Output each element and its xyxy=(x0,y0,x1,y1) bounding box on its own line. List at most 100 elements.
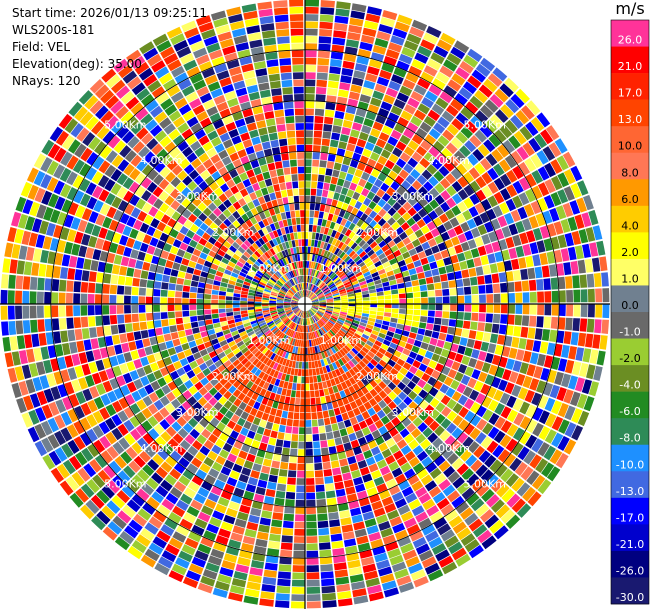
gate-cell xyxy=(216,70,230,81)
gate-cell xyxy=(226,315,234,321)
gate-cell xyxy=(442,311,450,319)
gate-cell xyxy=(183,487,197,499)
gate-cell xyxy=(247,295,255,299)
gate-cell xyxy=(249,423,259,433)
gate-cell xyxy=(351,322,359,328)
gate-cell xyxy=(314,240,319,248)
gate-cell xyxy=(214,479,226,490)
gate-cell xyxy=(246,380,254,389)
gate-cell xyxy=(359,280,367,286)
gate-cell xyxy=(318,43,331,52)
gate-cell xyxy=(536,353,546,367)
gate-cell xyxy=(338,171,347,180)
gate-cell xyxy=(246,84,259,94)
gate-cell xyxy=(368,59,382,69)
gate-cell xyxy=(332,311,340,315)
gate-cell xyxy=(521,218,532,231)
gate-cell xyxy=(295,309,301,315)
gate-cell xyxy=(355,398,363,407)
gate-cell xyxy=(310,308,316,314)
gate-cell xyxy=(289,289,295,295)
gate-cell xyxy=(403,276,411,283)
gate-cell xyxy=(393,249,402,258)
gate-cell xyxy=(426,505,440,517)
gate-cell xyxy=(361,410,371,420)
gate-cell xyxy=(302,290,305,297)
gate-cell xyxy=(85,350,95,363)
gate-cell xyxy=(578,229,589,244)
gate-cell xyxy=(537,291,544,303)
gate-cell xyxy=(457,176,469,188)
gate-cell xyxy=(148,392,159,403)
gate-cell xyxy=(308,317,312,325)
gate-cell xyxy=(372,45,387,55)
gate-cell xyxy=(271,345,278,353)
gate-cell xyxy=(325,395,332,403)
gate-cell xyxy=(394,568,409,580)
colorbar-tick-label: -1.0 xyxy=(619,326,640,339)
gate-cell xyxy=(191,556,207,568)
gate-cell xyxy=(211,304,218,309)
gate-cell xyxy=(299,268,302,276)
gate-cell xyxy=(15,290,23,304)
gate-cell xyxy=(305,21,319,29)
gate-cell xyxy=(233,293,241,298)
gate-cell xyxy=(431,245,440,254)
gate-cell xyxy=(234,264,242,271)
gate-cell xyxy=(122,70,138,84)
gate-cell xyxy=(182,576,199,589)
gate-cell xyxy=(21,364,32,379)
gate-cell xyxy=(122,177,134,190)
gate-cell xyxy=(373,214,382,223)
colorbar-swatch xyxy=(611,524,649,552)
gate-cell xyxy=(166,26,183,39)
gate-cell xyxy=(420,140,432,151)
gate-cell xyxy=(360,222,369,231)
gate-cell xyxy=(65,292,73,304)
gate-cell xyxy=(68,393,80,408)
gate-cell xyxy=(397,14,413,26)
gate-cell xyxy=(505,358,515,370)
gate-cell xyxy=(429,187,440,199)
gate-cell xyxy=(331,370,338,378)
gate-cell xyxy=(324,277,331,284)
gate-cell xyxy=(168,511,182,524)
gate-cell xyxy=(132,277,140,287)
gate-cell xyxy=(489,263,498,274)
gate-cell xyxy=(564,405,576,421)
gate-cell xyxy=(553,221,564,235)
gate-cell xyxy=(333,325,340,331)
gate-cell xyxy=(543,238,553,252)
gate-cell xyxy=(447,228,457,239)
gate-cell xyxy=(106,500,121,514)
gate-cell xyxy=(303,268,305,275)
gate-cell xyxy=(306,485,315,493)
gate-cell xyxy=(252,552,266,562)
gate-cell xyxy=(137,437,149,450)
gate-cell xyxy=(404,281,412,288)
gate-cell xyxy=(373,476,385,487)
gate-cell xyxy=(163,243,172,252)
gate-cell xyxy=(518,177,531,191)
colorbar-tick-label: -10.0 xyxy=(616,458,644,471)
gate-cell xyxy=(74,143,87,158)
gate-cell xyxy=(556,387,567,402)
gate-cell xyxy=(117,314,125,324)
gate-cell xyxy=(271,275,278,282)
gate-cell xyxy=(378,24,393,35)
gate-cell xyxy=(285,359,290,367)
gate-cell xyxy=(514,461,528,476)
gate-cell xyxy=(333,192,340,201)
gate-cell xyxy=(532,340,542,353)
colorbar-swatch xyxy=(611,205,649,233)
gate-cell xyxy=(162,274,170,283)
gate-cell xyxy=(203,402,213,412)
gate-cell xyxy=(484,221,494,233)
gate-cell xyxy=(79,417,92,431)
gate-cell xyxy=(199,325,207,332)
gate-cell xyxy=(300,310,304,318)
gate-cell xyxy=(157,504,171,517)
gate-cell xyxy=(528,279,537,291)
gate-cell xyxy=(186,152,198,163)
gate-cell xyxy=(282,197,289,205)
